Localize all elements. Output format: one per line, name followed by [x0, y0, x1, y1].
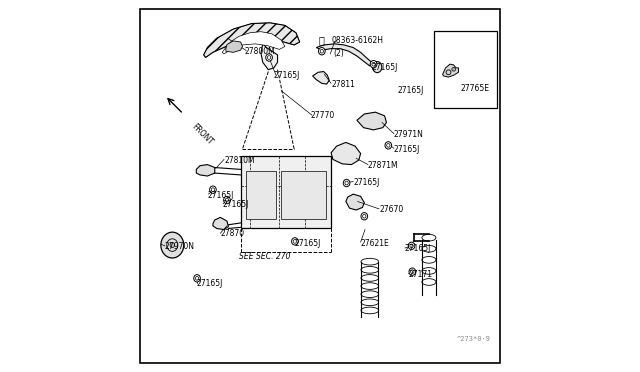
Text: 27811: 27811 — [331, 80, 355, 89]
Ellipse shape — [409, 268, 415, 275]
Polygon shape — [204, 23, 300, 58]
Polygon shape — [222, 32, 285, 54]
Ellipse shape — [361, 212, 367, 220]
Text: SEE SEC. 270: SEE SEC. 270 — [239, 251, 291, 261]
Text: 27165J: 27165J — [353, 178, 380, 187]
Text: 27165J: 27165J — [405, 244, 431, 253]
Text: 27670: 27670 — [379, 205, 403, 215]
Polygon shape — [443, 64, 458, 77]
Ellipse shape — [266, 54, 273, 61]
Ellipse shape — [223, 196, 230, 204]
Polygon shape — [281, 171, 326, 219]
Bar — [435, 31, 497, 109]
Text: 27165J: 27165J — [372, 63, 398, 72]
Polygon shape — [316, 44, 372, 66]
Text: 27810M: 27810M — [224, 155, 255, 165]
Ellipse shape — [343, 179, 350, 187]
Text: 27971N: 27971N — [394, 130, 424, 139]
Ellipse shape — [194, 275, 200, 282]
Text: ^273*0·9: ^273*0·9 — [456, 336, 491, 342]
Polygon shape — [357, 112, 387, 130]
Text: Ⓢ: Ⓢ — [319, 35, 324, 45]
Polygon shape — [226, 41, 243, 52]
Ellipse shape — [319, 48, 325, 55]
Text: 27165J: 27165J — [274, 71, 300, 80]
Polygon shape — [261, 44, 278, 70]
Polygon shape — [241, 157, 331, 228]
Ellipse shape — [292, 238, 298, 245]
Text: 27871M: 27871M — [368, 161, 399, 170]
Ellipse shape — [408, 242, 415, 250]
Ellipse shape — [161, 232, 184, 258]
Polygon shape — [312, 71, 329, 84]
Text: 27165J: 27165J — [397, 86, 424, 94]
Text: 27800M: 27800M — [244, 47, 275, 56]
Text: 27765E: 27765E — [460, 84, 490, 93]
Polygon shape — [196, 164, 215, 176]
Ellipse shape — [370, 61, 377, 68]
Text: 27165J: 27165J — [222, 200, 248, 209]
Text: 27621E: 27621E — [360, 239, 389, 248]
Polygon shape — [213, 217, 228, 230]
Polygon shape — [346, 194, 364, 210]
Text: 27165J: 27165J — [394, 145, 420, 154]
Ellipse shape — [385, 142, 392, 149]
Text: 27870: 27870 — [220, 230, 244, 238]
Text: 27165J: 27165J — [294, 239, 321, 248]
Text: 27171: 27171 — [408, 270, 433, 279]
Text: 27770: 27770 — [311, 111, 335, 121]
Ellipse shape — [372, 62, 382, 73]
Polygon shape — [331, 142, 360, 164]
Polygon shape — [246, 171, 276, 219]
Ellipse shape — [170, 243, 175, 248]
Text: FRONT: FRONT — [190, 122, 215, 147]
Text: 27165J: 27165J — [196, 279, 223, 288]
Ellipse shape — [210, 186, 216, 193]
Text: 27165J: 27165J — [207, 191, 234, 200]
Ellipse shape — [452, 67, 456, 71]
Text: 08363-6162H: 08363-6162H — [331, 36, 383, 45]
Text: (2): (2) — [333, 49, 344, 58]
Text: 27970N: 27970N — [165, 243, 195, 251]
